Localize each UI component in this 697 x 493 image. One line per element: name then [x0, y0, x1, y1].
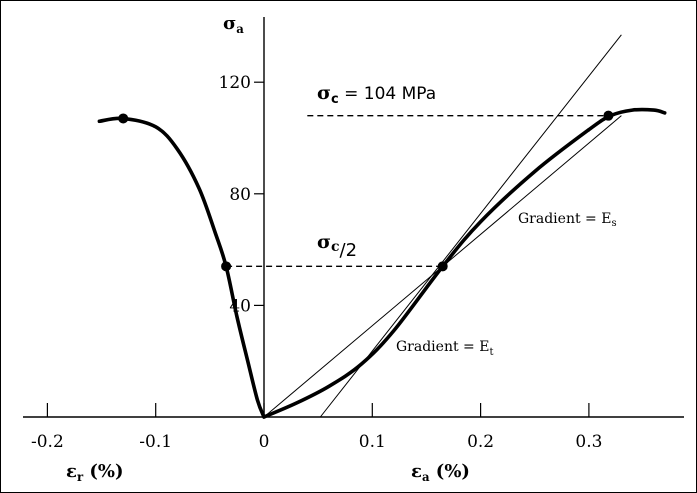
- y-tick-label: 40: [229, 296, 251, 316]
- y-tick-label: 80: [229, 185, 251, 205]
- x-tick-label: 0.1: [359, 432, 386, 452]
- sigma-c-half-annotation: σc/2: [317, 231, 357, 261]
- marked-point: [221, 261, 232, 272]
- marked-point: [437, 261, 448, 272]
- radial-strain-curve: [97, 116, 266, 419]
- axial-strain-curve: [262, 107, 667, 419]
- marked-point: [603, 110, 614, 121]
- marked-point: [118, 113, 129, 124]
- y-axis-label: σa: [223, 13, 244, 36]
- x-tick-label: 0.2: [467, 432, 494, 452]
- gradient-et-annotation: Gradient = Et: [396, 339, 493, 358]
- x-tick-label: 0.3: [575, 432, 602, 452]
- x-tick-label: -0.2: [31, 432, 64, 452]
- gradient-es-annotation: Gradient = Es: [518, 211, 617, 229]
- x-axis-label-axial: εa (%): [411, 461, 470, 484]
- x-tick-label: -0.1: [139, 432, 172, 452]
- tangent-modulus-line: [319, 34, 622, 418]
- x-tick-label: 0: [259, 432, 270, 452]
- sigma-c-annotation: σc = 104 MPa: [317, 82, 436, 107]
- x-axis-label-radial: εr (%): [66, 461, 124, 484]
- y-tick-label: 120: [219, 73, 251, 93]
